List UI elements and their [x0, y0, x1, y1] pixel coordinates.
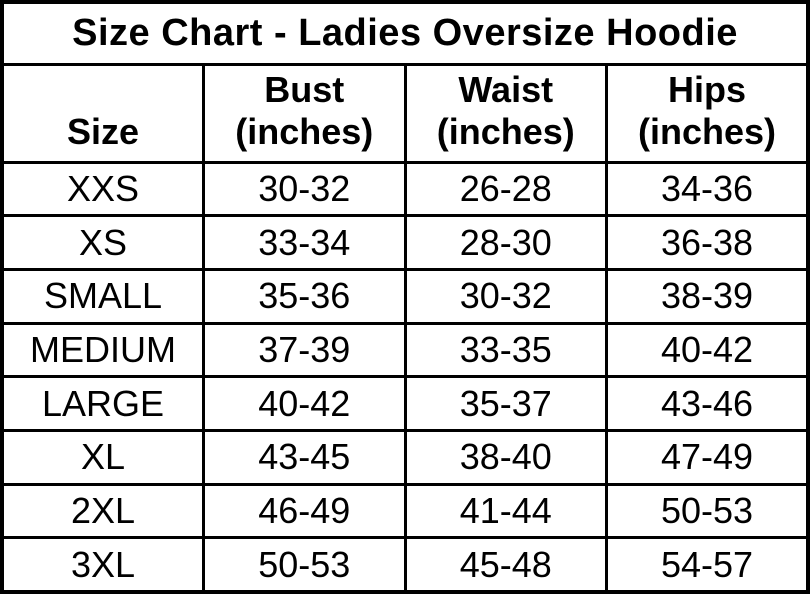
column-name: Hips: [667, 68, 746, 110]
column-unit: (inches): [235, 111, 374, 153]
hips-cell: 47-49: [605, 428, 810, 486]
size-cell: MEDIUM: [0, 321, 205, 379]
column-name: Bust: [264, 68, 345, 110]
chart-title: Size Chart - Ladies Oversize Hoodie: [0, 0, 810, 66]
size-cell: 3XL: [0, 536, 205, 594]
bust-cell: 46-49: [202, 482, 407, 540]
size-cell: SMALL: [0, 267, 205, 325]
waist-cell: 28-30: [403, 214, 608, 271]
bust-cell: 35-36: [202, 267, 407, 325]
waist-cell: 38-40: [403, 428, 608, 486]
waist-cell: 35-37: [403, 375, 608, 432]
title-row: Size Chart - Ladies Oversize Hoodie: [0, 0, 810, 66]
waist-cell: 30-32: [403, 267, 608, 325]
table-row: SMALL 35-36 30-32 38-39: [0, 267, 810, 325]
table-row: 2XL 46-49 41-44 50-53: [0, 482, 810, 540]
hips-cell: 36-38: [605, 214, 810, 271]
header-row: Size Bust (inches) Waist (inches) Hips (…: [0, 62, 810, 164]
hips-cell: 54-57: [605, 536, 810, 594]
column-header-size: Size: [0, 62, 205, 164]
table-row: 3XL 50-53 45-48 54-57: [0, 536, 810, 594]
waist-cell: 41-44: [403, 482, 608, 540]
size-cell: 2XL: [0, 482, 205, 540]
size-cell: XXS: [0, 160, 205, 218]
hips-cell: 34-36: [605, 160, 810, 218]
column-name: Size: [66, 111, 140, 153]
bust-cell: 50-53: [202, 536, 407, 594]
bust-cell: 43-45: [202, 428, 407, 486]
bust-cell: 33-34: [202, 214, 407, 271]
table-row: MEDIUM 37-39 33-35 40-42: [0, 321, 810, 379]
table-row: LARGE 40-42 35-37 43-46: [0, 375, 810, 432]
column-unit: (inches): [637, 111, 777, 153]
column-header-bust: Bust (inches): [202, 62, 407, 164]
hips-cell: 38-39: [605, 267, 810, 325]
hips-cell: 43-46: [605, 375, 810, 432]
hips-cell: 50-53: [605, 482, 810, 540]
bust-cell: 30-32: [202, 160, 407, 218]
table-row: XXS 30-32 26-28 34-36: [0, 160, 810, 218]
size-cell: LARGE: [0, 375, 205, 432]
size-cell: XS: [0, 214, 205, 271]
column-header-waist: Waist (inches): [403, 62, 608, 164]
column-unit: (inches): [436, 111, 575, 153]
waist-cell: 33-35: [403, 321, 608, 379]
bust-cell: 40-42: [202, 375, 407, 432]
column-name: Waist: [458, 68, 554, 110]
waist-cell: 45-48: [403, 536, 608, 594]
bust-cell: 37-39: [202, 321, 407, 379]
waist-cell: 26-28: [403, 160, 608, 218]
column-header-hips: Hips (inches): [605, 62, 810, 164]
hips-cell: 40-42: [605, 321, 810, 379]
size-cell: XL: [0, 428, 205, 486]
table-row: XL 43-45 38-40 47-49: [0, 428, 810, 486]
table-row: XS 33-34 28-30 36-38: [0, 214, 810, 271]
